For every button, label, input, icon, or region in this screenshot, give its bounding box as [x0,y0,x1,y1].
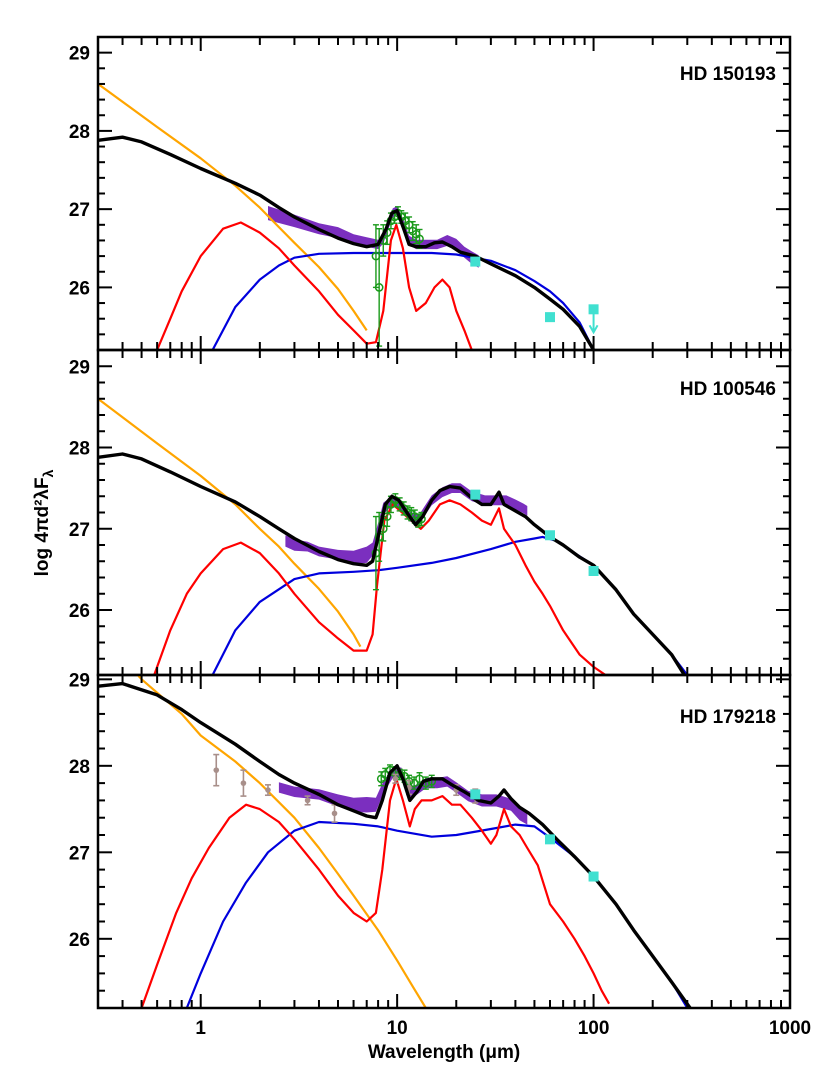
stellar-curve [98,83,368,332]
far-ir-data-point [588,566,599,576]
mid-ir-data-point [382,506,392,528]
cool-component-curve [211,535,689,675]
hot-component-curve [140,777,611,1008]
near-ir-data-point [392,773,399,784]
panel-title: HD 150193 [680,64,776,85]
x-tick-label: 1 [195,1018,206,1039]
hot-component-curve [156,221,473,350]
far-ir-data-point [544,834,555,845]
y-tick-label: 26 [69,601,90,622]
y-tick-label: 28 [69,122,90,143]
svg-text:log 4πd²λFλ: log 4πd²λFλ [32,469,56,576]
y-tick-label: 26 [69,278,90,299]
x-tick-label: 1000 [769,1018,811,1039]
y-tick-label: 29 [69,44,90,65]
panel-title: HD 179218 [680,707,776,728]
y-tick-label: 27 [69,200,90,221]
y-tick-label: 28 [69,757,90,778]
x-axis-label: Wavelength (μm) [368,1042,520,1063]
far-ir-data-point [588,871,599,882]
y-tick-label: 27 [69,520,90,541]
near-ir-data-point [240,769,247,797]
near-ir-data-point [264,784,271,797]
far-ir-data-point [470,256,481,267]
cool-component-curve [185,820,689,1008]
y-axis-label: log 4πd²λFλ [32,469,56,576]
plot-frame [96,673,792,1010]
x-tick-labels: 1 10 100 1000 [195,1018,811,1039]
y-axis-label-text: log 4πd²λF [32,477,53,576]
x-tick-label: 100 [578,1018,610,1039]
mid-ir-data-point [374,228,384,347]
panel-hd-179218: 26 27 28 29 HD 179218 [69,670,792,1010]
panel-hd-100546: 26 27 28 29 HD 100546 [69,348,792,677]
near-ir-data-point [304,795,311,806]
panel-title: HD 100546 [680,379,776,400]
near-ir-data-point [331,803,338,823]
stellar-curve [98,397,362,648]
far-ir-data-point [588,304,599,335]
near-ir-data-point [213,753,220,787]
total-model-curve [98,135,596,350]
y-axis-label-subscript: λ [40,469,56,477]
x-tick-label: 10 [387,1018,408,1039]
y-tick-label: 29 [69,357,90,378]
stellar-curve [136,675,427,1008]
y-tick-label: 26 [69,930,90,951]
far-ir-data-point [544,530,555,541]
y-tick-label: 27 [69,843,90,864]
panel-hd-150193: 26 27 28 29 HD 150193 [69,35,792,352]
y-tick-label: 28 [69,439,90,460]
total-model-curve [98,452,686,675]
far-ir-data-point [470,789,481,800]
total-model-curve [98,681,692,1008]
far-ir-data-point [544,312,555,323]
y-tick-label: 29 [69,670,90,691]
far-ir-data-point [470,489,481,500]
cool-component-curve [211,251,595,350]
